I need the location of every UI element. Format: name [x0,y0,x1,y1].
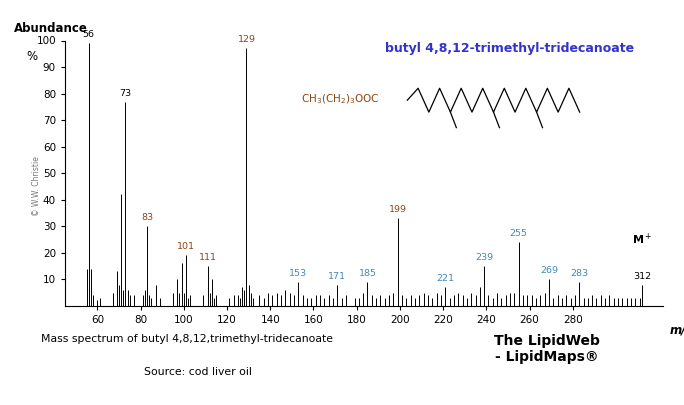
Text: 129: 129 [237,36,256,45]
Text: m/z: m/z [670,323,684,336]
Text: © W.W. Christie: © W.W. Christie [32,156,41,216]
Text: The LipidWeb
- LipidMaps®: The LipidWeb - LipidMaps® [495,334,600,364]
Text: 56: 56 [83,30,95,39]
Text: Source: cod liver oil: Source: cod liver oil [144,367,252,377]
Text: 153: 153 [289,269,307,278]
Text: M$^+$: M$^+$ [632,232,652,247]
Text: butyl 4,8,12-trimethyl-tridecanoate: butyl 4,8,12-trimethyl-tridecanoate [385,42,634,55]
Text: %: % [26,50,37,63]
Text: 269: 269 [540,266,558,275]
Text: 171: 171 [328,272,346,281]
Text: 111: 111 [198,253,217,262]
Text: 73: 73 [120,89,131,98]
Text: 283: 283 [570,269,588,278]
Text: 312: 312 [633,272,651,281]
Text: 83: 83 [141,213,153,222]
Text: 255: 255 [510,229,528,238]
Text: CH$_3$(CH$_2$)$_3$OOC: CH$_3$(CH$_2$)$_3$OOC [302,92,380,106]
Text: 221: 221 [436,274,454,283]
Text: 101: 101 [177,243,195,252]
Text: Mass spectrum of butyl 4,8,12,trimethyl-tridecanoate: Mass spectrum of butyl 4,8,12,trimethyl-… [41,334,333,344]
Text: Abundance: Abundance [14,22,88,35]
Text: 199: 199 [389,205,407,214]
Text: 239: 239 [475,253,493,262]
Text: 185: 185 [358,269,376,278]
